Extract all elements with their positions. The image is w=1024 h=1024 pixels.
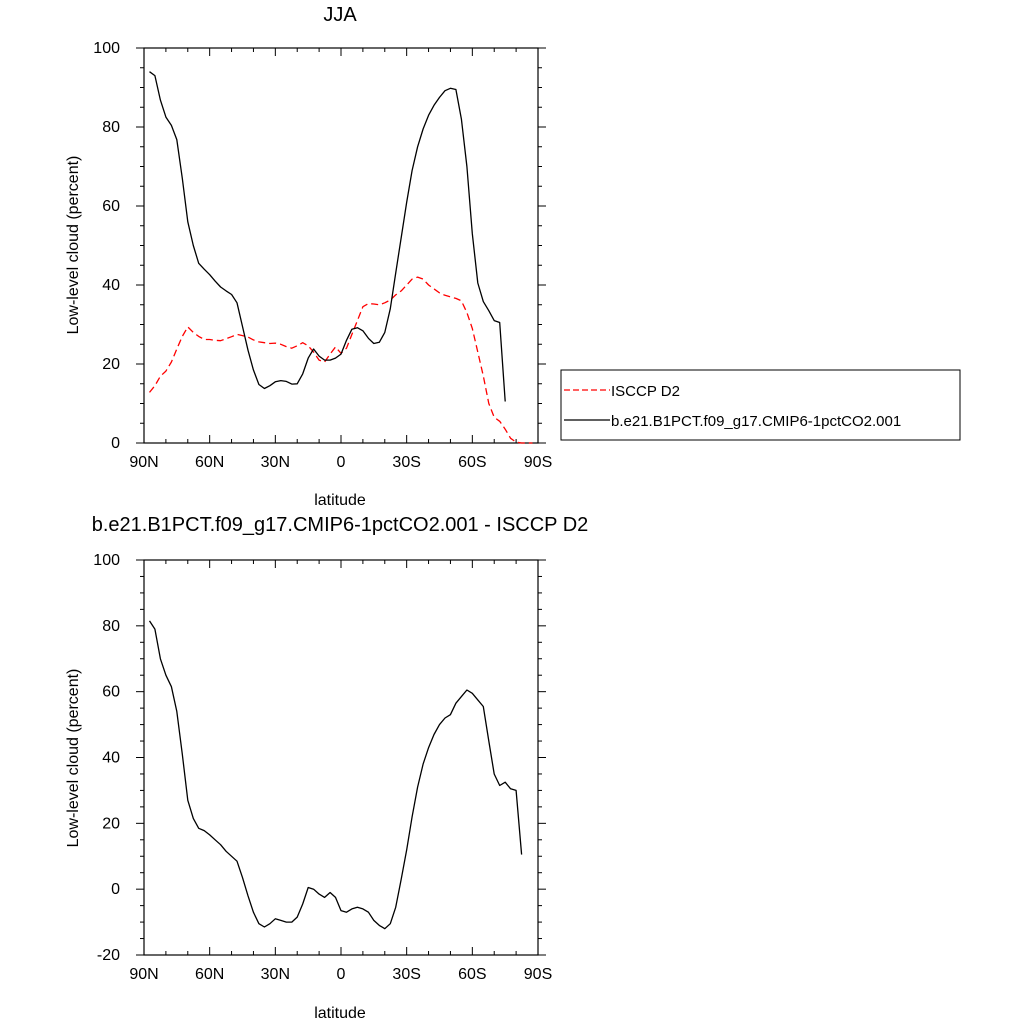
- bottom-chart-panel: b.e21.B1PCT.f09_g17.CMIP6-1pctCO2.001 - …: [65, 514, 588, 1022]
- top-chart-ytick-label: 40: [102, 277, 120, 294]
- top-chart-xtick-label: 0: [337, 454, 346, 471]
- top-chart-panel: JJA 90N 60N 30N 0 30S 60S 90S 0 20 40 60 80 100 Low-…: [65, 4, 961, 509]
- bottom-chart-ytick-label: -20: [97, 947, 120, 964]
- bottom-chart-xtick-label: 90S: [524, 966, 552, 983]
- top-chart-title: JJA: [323, 4, 357, 26]
- top-chart-ytick-label: 100: [93, 40, 120, 57]
- top-chart-frame: [143, 47, 539, 444]
- bottom-chart-ytick-label: 0: [111, 881, 120, 898]
- legend-box: [560, 369, 961, 441]
- top-chart-ytick-label: 0: [111, 435, 120, 452]
- top-chart-ytick-label: 20: [102, 356, 120, 373]
- chart-legend: ISCCP D2 b.e21.B1PCT.f09_g17.CMIP6-1pctC…: [560, 369, 961, 441]
- top-chart-ylabel: Low-level cloud (percent): [65, 156, 82, 335]
- top-chart-ytick-label: 80: [102, 119, 120, 136]
- top-chart-xtick-label: 90N: [129, 454, 158, 471]
- bottom-chart-xtick-label: 0: [337, 966, 346, 983]
- top-chart-xlabel: latitude: [314, 492, 366, 509]
- bottom-chart-series-line-0: [148, 620, 523, 930]
- legend-label-model: b.e21.B1PCT.f09_g17.CMIP6-1pctCO2.001: [611, 413, 901, 430]
- bottom-chart-frame: [143, 559, 539, 956]
- bottom-chart-xtick-label: 30S: [392, 966, 420, 983]
- top-chart-xtick-label: 30N: [261, 454, 290, 471]
- bottom-chart-xtick-label: 60S: [458, 966, 486, 983]
- bottom-chart-ytick-label: 60: [102, 684, 120, 701]
- top-chart-series-line-0: [148, 276, 533, 444]
- bottom-chart-ylabel: Low-level cloud (percent): [65, 669, 82, 848]
- bottom-chart-ytick-label: 100: [93, 552, 120, 569]
- bottom-chart-ytick-label: 20: [102, 815, 120, 832]
- bottom-chart-ytick-label: 40: [102, 750, 120, 767]
- top-chart-series-line-1: [149, 71, 506, 402]
- bottom-chart-xtick-label: 30N: [261, 966, 290, 983]
- top-chart-xtick-label: 90S: [524, 454, 552, 471]
- legend-label-isccp: ISCCP D2: [611, 383, 680, 400]
- bottom-chart-xlabel: latitude: [314, 1005, 366, 1022]
- bottom-chart-ytick-label: 80: [102, 618, 120, 635]
- top-chart-xtick-label: 60N: [195, 454, 224, 471]
- top-chart-xtick-label: 60S: [458, 454, 486, 471]
- top-chart-plot-area: 90N 60N 30N 0 30S 60S 90S 0 20 40 60 80 100: [93, 40, 552, 471]
- bottom-chart-xtick-label: 90N: [129, 966, 158, 983]
- top-chart-xtick-label: 30S: [392, 454, 420, 471]
- bottom-chart-plot-area: 90N 60N 30N 0 30S 60S 90S -20 0 20 40 60 80 100: [93, 552, 552, 983]
- bottom-chart-title: b.e21.B1PCT.f09_g17.CMIP6-1pctCO2.001 - …: [92, 514, 589, 536]
- top-chart-ytick-label: 60: [102, 198, 120, 215]
- bottom-chart-xtick-label: 60N: [195, 966, 224, 983]
